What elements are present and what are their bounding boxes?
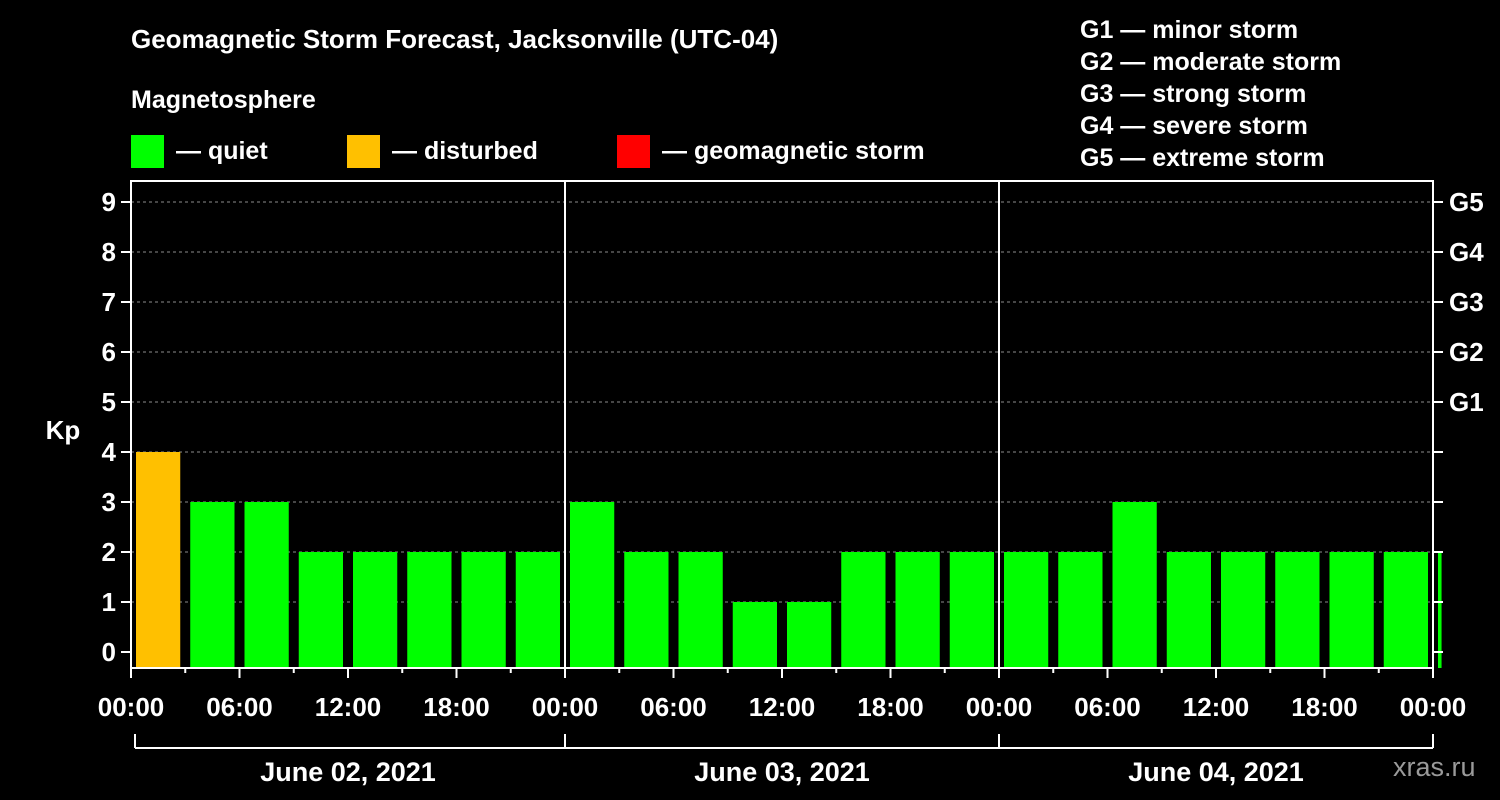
kp-bar (1058, 552, 1103, 668)
kp-bar (895, 552, 940, 668)
storm-swatch (617, 134, 650, 168)
storm-level-label: G5 (1449, 187, 1484, 217)
y-tick-label: 4 (102, 437, 117, 467)
y-tick-label: 5 (102, 387, 116, 417)
legend-item-storm: — geomagnetic storm (617, 134, 925, 168)
y-tick-label: 3 (102, 487, 116, 517)
kp-bar (1004, 552, 1049, 668)
kp-bar (461, 552, 506, 668)
storm-level-label: G4 (1449, 237, 1484, 267)
x-tick-label: 18:00 (423, 692, 490, 722)
y-tick-label: 6 (102, 337, 116, 367)
storm-level-label: G3 (1449, 287, 1484, 317)
kp-bar (570, 502, 615, 668)
x-tick-label: 18:00 (1291, 692, 1358, 722)
kp-bar (244, 502, 289, 668)
x-tick-label: 00:00 (1400, 692, 1467, 722)
kp-bar (136, 452, 181, 668)
storm-level-label: G2 (1449, 337, 1484, 367)
legend-label-disturbed: — disturbed (392, 136, 538, 165)
storm-level-label: G1 (1449, 387, 1484, 417)
kp-bar (1221, 552, 1266, 668)
storm-scale-g4: G4 — severe storm (1080, 112, 1308, 140)
kp-bar (678, 552, 723, 668)
y-tick-label: 0 (102, 637, 116, 667)
kp-bar (1438, 552, 1442, 668)
y-tick-label: 9 (102, 187, 116, 217)
x-tick-label: 12:00 (749, 692, 816, 722)
disturbed-swatch (347, 134, 380, 168)
legend-item-quiet: — quiet (131, 134, 268, 168)
kp-bar (732, 602, 777, 668)
storm-scale-g1: G1 — minor storm (1080, 16, 1299, 44)
kp-bar (407, 552, 452, 668)
kp-bar (1166, 552, 1211, 668)
kp-bar (841, 552, 886, 668)
x-tick-label: 18:00 (857, 692, 924, 722)
storm-scale-g2: G2 — moderate storm (1080, 48, 1342, 76)
watermark: xras.ru (1393, 752, 1476, 782)
day-label: June 02, 2021 (260, 757, 436, 787)
x-tick-label: 12:00 (315, 692, 382, 722)
y-tick-label: 7 (102, 287, 116, 317)
kp-bar (298, 552, 343, 668)
legend-subtitle: Magnetosphere (131, 86, 316, 114)
day-label: June 04, 2021 (1128, 757, 1304, 787)
chart-title: Geomagnetic Storm Forecast, Jacksonville… (131, 24, 779, 54)
y-tick-label: 2 (102, 537, 116, 567)
x-tick-label: 00:00 (532, 692, 599, 722)
y-tick-label: 1 (102, 587, 116, 617)
kp-bar (1275, 552, 1320, 668)
y-axis-label: Kp (46, 415, 81, 445)
x-tick-label: 00:00 (98, 692, 165, 722)
kp-bar (1383, 552, 1428, 668)
kp-bar (1329, 552, 1374, 668)
x-tick-label: 06:00 (640, 692, 707, 722)
x-tick-label: 12:00 (1183, 692, 1250, 722)
kp-bar (949, 552, 994, 668)
legend-item-disturbed: — disturbed (347, 134, 538, 168)
day-label: June 03, 2021 (694, 757, 870, 787)
quiet-swatch (131, 134, 164, 168)
kp-bar (515, 552, 560, 668)
storm-scale-legend: G1 — minor storm G2 — moderate storm G3 … (1080, 14, 1341, 174)
kp-bar (353, 552, 398, 668)
legend-label-storm: — geomagnetic storm (662, 136, 925, 165)
legend-label-quiet: — quiet (176, 136, 268, 165)
kp-bar (1112, 502, 1157, 668)
storm-scale-g5: G5 — extreme storm (1080, 144, 1325, 172)
x-tick-label: 06:00 (1074, 692, 1141, 722)
storm-scale-g3: G3 — strong storm (1080, 80, 1307, 108)
kp-bar (190, 502, 235, 668)
y-tick-label: 8 (102, 237, 116, 267)
kp-bar (624, 552, 669, 668)
x-tick-label: 06:00 (206, 692, 273, 722)
x-tick-label: 00:00 (966, 692, 1033, 722)
kp-bar (787, 602, 832, 668)
